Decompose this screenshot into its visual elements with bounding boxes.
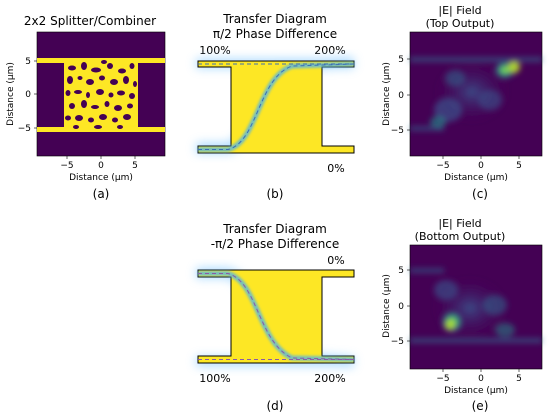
panel-c-ylabel: Distance (μm) [382,62,392,126]
panel-e-ytick-5: 5 [398,266,404,276]
panel-c-title-line1: |E| Field [438,4,481,17]
panel-e-ytick-neg5: −5 [391,337,404,347]
panel-e-title-line1: |E| Field [438,217,481,230]
panel-e: |E| Field (Bottom Output) −5 0 [382,217,543,413]
panel-b-label-bottom-right: 0% [327,162,344,175]
panel-b-title-line2: π/2 Phase Difference [213,27,337,41]
panel-c-xlabel: Distance (μm) [444,173,508,183]
panel-a-ylabel: Distance (μm) [6,62,16,126]
panel-b-title-line1: Transfer Diagram [222,12,327,26]
inverse-design-pattern [64,58,138,132]
panel-c-xtick-5: 5 [516,161,522,171]
panel-a-title: 2x2 Splitter/Combiner [24,14,156,28]
panel-c-xtick-0: 0 [478,161,484,171]
panel-e-title-line2: (Bottom Output) [415,230,506,243]
panel-d-title-line2: -π/2 Phase Difference [211,237,340,251]
panel-e-xtick-0: 0 [478,374,484,384]
panel-c-caption: (c) [472,187,488,201]
panel-e-ylabel: Distance (μm) [382,274,392,338]
panel-a-xtick-5: 5 [132,161,138,171]
panel-d-label-top-right: 0% [327,254,344,267]
panel-e-xlabel: Distance (μm) [444,386,508,396]
panel-a-ytick-5: 5 [25,57,31,67]
panel-d-device [196,268,355,367]
panel-c-ytick-0: 0 [398,91,404,101]
panel-c-field-map [409,31,543,157]
panel-c-xtick-neg5: −5 [436,161,449,171]
panel-b-label-top-right: 200% [314,44,345,57]
panel-a-xtick-0: 0 [98,161,104,171]
panel-d-title-line1: Transfer Diagram [222,222,327,236]
panel-a-ytick-neg5: −5 [18,124,31,134]
panel-a: 2x2 Splitter/Combiner [6,14,166,201]
panel-a-plot [36,31,166,157]
panel-d-caption: (d) [267,399,284,413]
panel-e-ytick-0: 0 [398,302,404,312]
panel-e-xtick-5: 5 [516,374,522,384]
panel-c-ytick-5: 5 [398,55,404,65]
panel-a-caption: (a) [93,187,110,201]
panel-e-field-map [409,244,543,370]
panel-e-caption: (e) [472,399,489,413]
panel-a-ytick-0: 0 [25,90,31,100]
panel-b-caption: (b) [267,187,284,201]
panel-d-label-bottom-right: 200% [314,372,345,385]
panel-d-label-bottom-left: 100% [199,372,230,385]
panel-d: Transfer Diagram -π/2 Phase Difference 0… [196,222,355,413]
panel-c-title-line2: (Top Output) [426,17,495,30]
panel-a-xlabel: Distance (μm) [69,173,133,183]
panel-b-label-top-left: 100% [199,44,230,57]
panel-c-ytick-neg5: −5 [391,126,404,136]
panel-a-xtick-neg5: −5 [60,161,73,171]
panel-b: Transfer Diagram π/2 Phase Difference 10… [196,12,355,201]
panel-b-device [196,57,355,154]
panel-c: |E| Field (Top Output) −5 [382,4,543,201]
panel-e-xtick-neg5: −5 [436,374,449,384]
